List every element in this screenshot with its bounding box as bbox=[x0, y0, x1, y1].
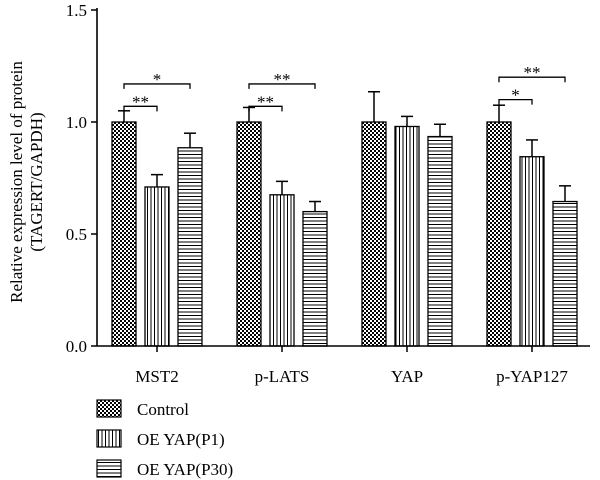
legend-label: OE YAP(P30) bbox=[137, 460, 233, 479]
significance-label: ** bbox=[274, 70, 291, 89]
x-category-label: p-YAP127 bbox=[496, 367, 568, 386]
y-tick-label: 1.5 bbox=[66, 1, 87, 20]
legend-swatch-horizontal bbox=[96, 459, 122, 478]
bar-horizontal-2 bbox=[427, 135, 453, 347]
significance-bracket bbox=[123, 105, 158, 112]
legend-swatch-vertical bbox=[96, 429, 122, 448]
significance-bracket bbox=[498, 76, 566, 83]
significance-label: * bbox=[511, 86, 520, 105]
significance-bracket bbox=[248, 105, 283, 112]
significance-bracket bbox=[248, 83, 316, 89]
significance-label: * bbox=[153, 70, 162, 89]
legend-label: Control bbox=[137, 400, 189, 419]
bar-vertical-3 bbox=[519, 156, 545, 347]
significance-label: ** bbox=[524, 63, 541, 82]
significance-label: ** bbox=[132, 92, 149, 111]
bar-checker-1 bbox=[236, 121, 262, 347]
bar-vertical-0 bbox=[144, 186, 170, 347]
x-category-label: MST2 bbox=[135, 367, 178, 386]
bar-horizontal-1 bbox=[302, 210, 328, 347]
significance-label: ** bbox=[257, 92, 274, 111]
bar-vertical-1 bbox=[269, 194, 295, 347]
y-tick-label: 1.0 bbox=[66, 113, 87, 132]
legend-label: OE YAP(P1) bbox=[137, 430, 225, 449]
y-tick-label: 0.0 bbox=[66, 337, 87, 356]
y-axis-label-line2: (TAGERT/GAPDH) bbox=[27, 112, 46, 251]
significance-bracket bbox=[498, 98, 533, 105]
legend-swatch-checker bbox=[96, 399, 122, 418]
y-axis-label-line1: Relative expression level of protein bbox=[7, 61, 26, 303]
y-axis-label: Relative expression level of protein (TA… bbox=[7, 61, 46, 303]
bar-vertical-2 bbox=[394, 125, 420, 347]
bar-checker-3 bbox=[486, 121, 512, 347]
y-tick-label: 0.5 bbox=[66, 225, 87, 244]
significance-bracket bbox=[123, 83, 191, 89]
bar-horizontal-3 bbox=[552, 200, 578, 347]
x-category-label: p-LATS bbox=[255, 367, 310, 386]
bar-horizontal-0 bbox=[177, 147, 203, 347]
bar-checker-0 bbox=[111, 121, 137, 347]
bar-checker-2 bbox=[361, 121, 387, 347]
x-category-label: YAP bbox=[391, 367, 423, 386]
